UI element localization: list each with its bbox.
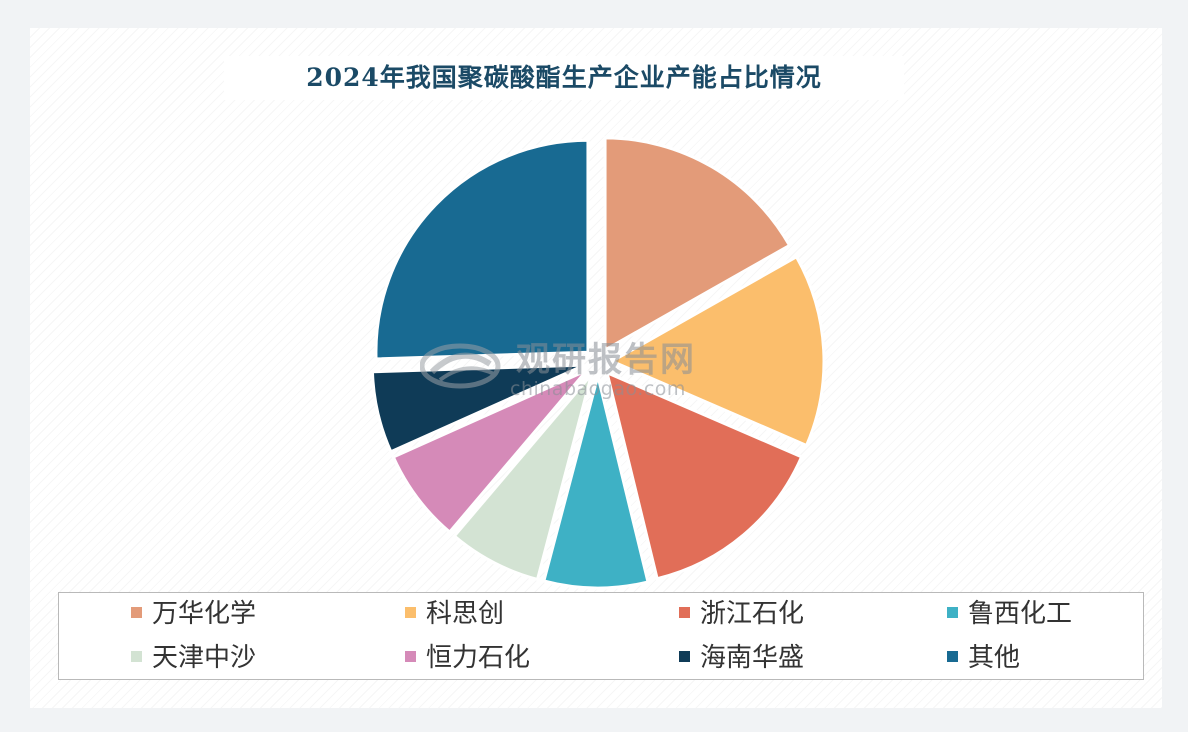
legend-label: 其他 <box>968 643 1021 673</box>
legend-swatch <box>131 607 142 618</box>
legend-item: 鲁西化工 <box>947 599 1072 629</box>
legend-label: 万华化学 <box>152 599 257 629</box>
pie-slice-1 <box>603 136 792 353</box>
legend-label: 科思创 <box>426 599 505 629</box>
legend-swatch <box>679 651 690 662</box>
pie-slices <box>370 136 826 590</box>
legend-item: 恒力石化 <box>405 643 530 673</box>
legend-item: 天津中沙 <box>131 643 256 673</box>
legend-swatch <box>405 651 416 662</box>
chart-legend: 万华化学 科思创 浙江石化 鲁西化工 天津中沙 恒力石化 海南华盛 其他 <box>58 592 1144 680</box>
chart-title: 2024年我国聚碳酸酯生产企业产能占比情况 <box>224 56 904 100</box>
legend-label: 浙江石化 <box>700 599 805 629</box>
legend-item: 浙江石化 <box>679 599 804 629</box>
legend-label: 恒力石化 <box>426 643 531 673</box>
pie-slice-8 <box>374 138 590 361</box>
legend-item: 万华化学 <box>131 599 256 629</box>
pie-slice-3 <box>604 370 804 581</box>
legend-item: 科思创 <box>405 599 504 629</box>
legend-swatch <box>679 607 690 618</box>
legend-swatch <box>405 607 416 618</box>
legend-swatch <box>947 607 958 618</box>
pie-slice-4 <box>542 375 650 590</box>
legend-item: 海南华盛 <box>679 643 804 673</box>
legend-label: 天津中沙 <box>152 643 257 673</box>
legend-swatch <box>947 651 958 662</box>
legend-item: 其他 <box>947 643 1020 673</box>
legend-label: 海南华盛 <box>700 643 805 673</box>
legend-swatch <box>131 651 142 662</box>
pie-slice-6 <box>391 369 588 535</box>
legend-label: 鲁西化工 <box>968 599 1073 629</box>
pie-slice-2 <box>608 254 826 448</box>
pie-slice-5 <box>452 373 593 582</box>
